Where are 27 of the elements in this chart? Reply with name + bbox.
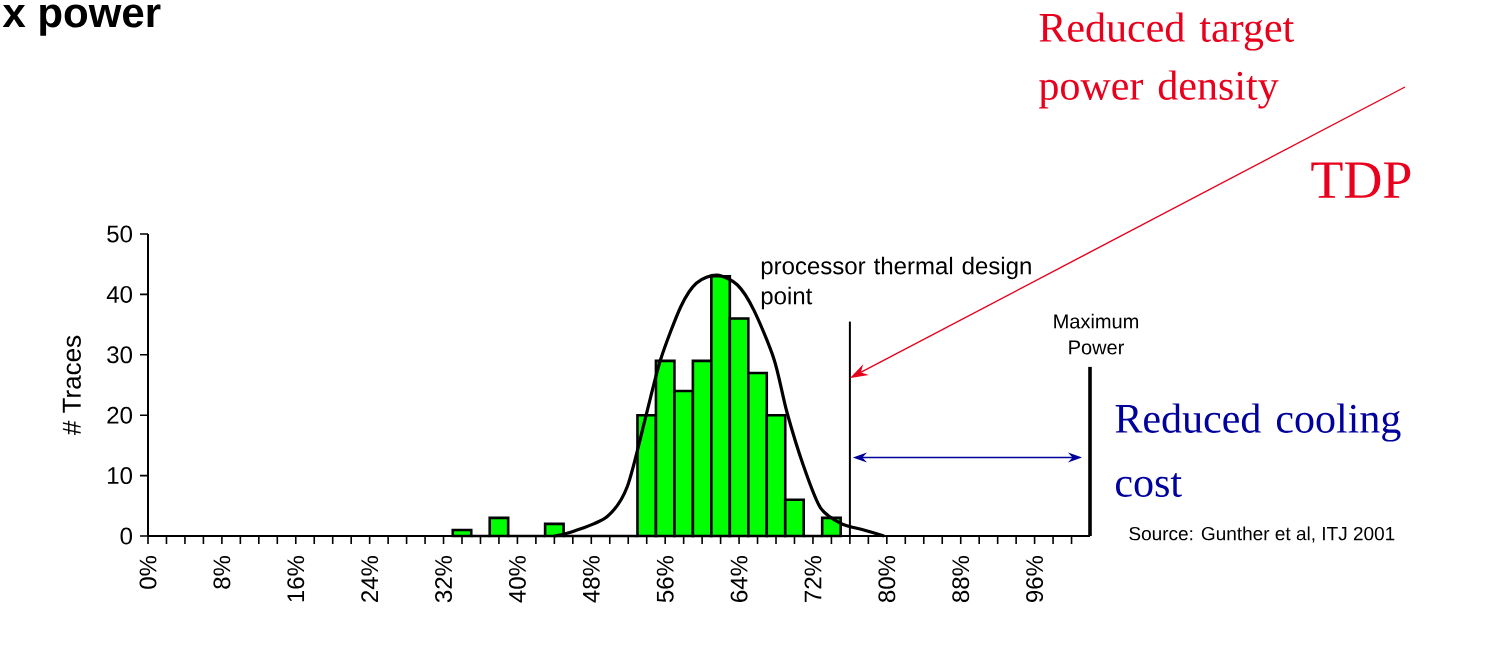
x-tick-label: 88% [952,555,970,603]
x-tick-label: 72% [804,555,822,602]
x-tick-label: 48% [582,555,600,603]
x-tick-label: 16% [287,555,305,602]
annotation: Reduced cooling cost [1115,403,1401,497]
y-tick-label: 10 [108,467,133,485]
x-tick-label: 40% [508,555,526,603]
y-tick-label: 0 [120,527,133,545]
y-axis-title: # Traces [62,335,81,435]
y-tick-label: 40 [106,285,133,303]
y-tick-label: 20 [107,406,133,424]
x-tick-label: 80% [878,555,896,603]
x-tick-label: 24% [361,555,379,602]
x-tick-label: 8% [213,555,231,589]
x-tick-label: 32% [435,555,453,603]
source-note: Source: Gunther et al, ITJ 2001 [1129,526,1395,543]
x-tick-label: 0% [139,555,157,589]
chart-title: x power [2,4,161,36]
x-tick-label: 56% [656,555,674,603]
y-tick-label: 30 [107,346,133,364]
text: TDP [1311,162,1411,198]
x-tick-label: 64% [730,555,748,602]
x-tick-label: 96% [1026,555,1044,602]
ref-line-label: processor thermal design point [761,256,1031,310]
ref-line-label: Maximum Power [1054,313,1139,355]
y-tick-label: 50 [107,225,133,243]
text: Reduced target power density [1039,12,1295,109]
